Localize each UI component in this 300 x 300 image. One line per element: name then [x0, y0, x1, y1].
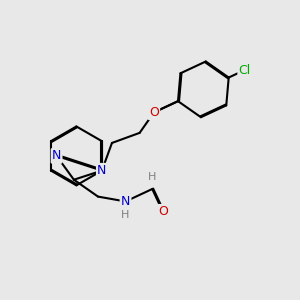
Text: H: H	[122, 210, 130, 220]
Text: N: N	[52, 149, 61, 162]
Text: O: O	[158, 205, 168, 218]
Text: O: O	[149, 106, 159, 119]
Text: N: N	[121, 195, 130, 208]
Text: Cl: Cl	[238, 64, 251, 76]
Text: H: H	[148, 172, 156, 182]
Text: N: N	[97, 164, 106, 177]
